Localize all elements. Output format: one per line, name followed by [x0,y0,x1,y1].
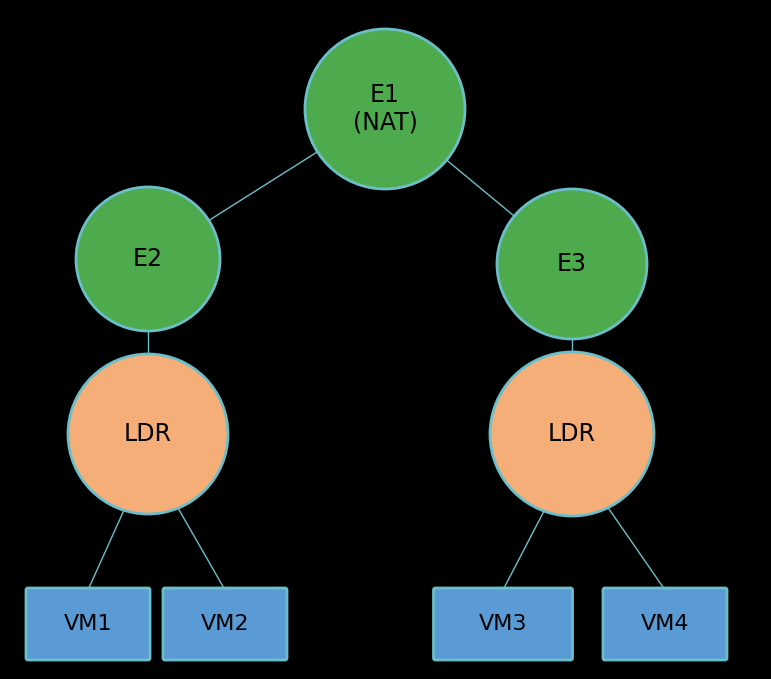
Circle shape [76,187,220,331]
Circle shape [68,354,228,514]
Circle shape [497,189,647,339]
Circle shape [305,29,465,189]
FancyBboxPatch shape [603,588,727,660]
Text: E2: E2 [133,247,163,271]
Text: E1
(NAT): E1 (NAT) [352,83,417,135]
Text: VM2: VM2 [200,614,249,634]
FancyBboxPatch shape [26,588,150,660]
FancyBboxPatch shape [433,588,573,660]
Text: LDR: LDR [548,422,596,446]
Text: LDR: LDR [124,422,172,446]
Text: VM3: VM3 [479,614,527,634]
Text: VM4: VM4 [641,614,689,634]
Circle shape [490,352,654,516]
Text: E3: E3 [557,252,587,276]
Text: VM1: VM1 [64,614,113,634]
FancyBboxPatch shape [163,588,287,660]
